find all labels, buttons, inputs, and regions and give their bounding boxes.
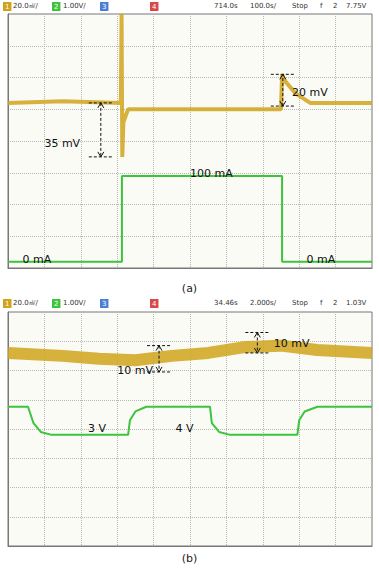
svg-text:100.0s/: 100.0s/ bbox=[250, 2, 277, 10]
svg-text:f: f bbox=[320, 2, 323, 10]
svg-text:1.00V/: 1.00V/ bbox=[63, 2, 86, 10]
svg-text:4: 4 bbox=[152, 3, 157, 11]
svg-text:3 V: 3 V bbox=[88, 422, 106, 435]
svg-text:100 mA: 100 mA bbox=[190, 167, 233, 180]
svg-text:3: 3 bbox=[102, 3, 106, 11]
svg-text:2: 2 bbox=[333, 299, 337, 307]
svg-text:2.000s/: 2.000s/ bbox=[250, 299, 277, 307]
svg-text:4 V: 4 V bbox=[175, 422, 193, 435]
svg-text:2: 2 bbox=[54, 3, 58, 11]
svg-text:20.0㎷/: 20.0㎷/ bbox=[13, 299, 39, 307]
svg-text:0 mA: 0 mA bbox=[23, 253, 52, 266]
svg-text:20.0㎷/: 20.0㎷/ bbox=[13, 2, 39, 10]
svg-text:35 mV: 35 mV bbox=[44, 137, 80, 150]
svg-text:Stop: Stop bbox=[292, 299, 308, 307]
svg-text:1.03V: 1.03V bbox=[346, 299, 367, 307]
svg-text:(a): (a) bbox=[182, 282, 197, 295]
svg-text:10 mV: 10 mV bbox=[274, 337, 310, 350]
svg-text:10 mV: 10 mV bbox=[117, 364, 153, 377]
svg-text:1.00V/: 1.00V/ bbox=[63, 299, 86, 307]
svg-text:1: 1 bbox=[5, 300, 9, 308]
svg-text:7.75V: 7.75V bbox=[346, 2, 367, 10]
svg-text:0 mA: 0 mA bbox=[306, 253, 335, 266]
svg-text:34.46s: 34.46s bbox=[214, 299, 238, 307]
svg-text:3: 3 bbox=[102, 300, 106, 308]
svg-text:2: 2 bbox=[333, 2, 337, 10]
svg-text:2: 2 bbox=[54, 300, 58, 308]
svg-text:714.0s: 714.0s bbox=[214, 2, 238, 10]
svg-text:4: 4 bbox=[152, 300, 157, 308]
svg-text:(b): (b) bbox=[182, 552, 198, 565]
svg-text:20 mV: 20 mV bbox=[292, 86, 328, 99]
svg-text:Stop: Stop bbox=[292, 2, 308, 10]
svg-text:1: 1 bbox=[5, 3, 9, 11]
svg-text:f: f bbox=[320, 299, 323, 307]
